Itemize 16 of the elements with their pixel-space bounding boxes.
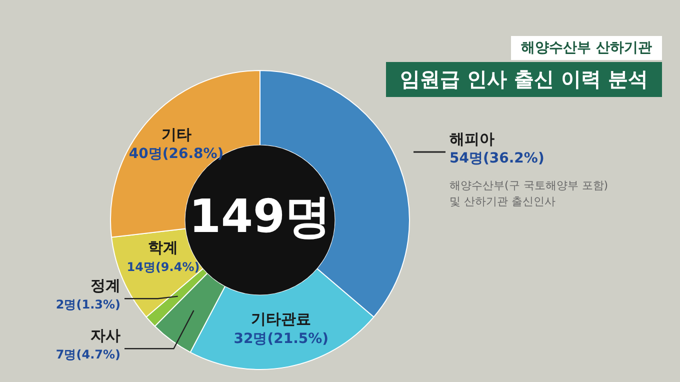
data-label: 7명(4.7%)	[56, 348, 120, 362]
slice-label: 학계	[148, 238, 178, 257]
text: 해양수산부 산하기관	[511, 36, 662, 60]
data-label: 2명(1.3%)	[56, 298, 120, 312]
data-label: 54명(36.2%)	[450, 150, 544, 167]
slice-label: 해피아	[450, 130, 494, 148]
text: 해양수산부(구 국토해양부 포함) 및 산하기관 출신인사	[450, 178, 608, 208]
slice-label: 기타	[161, 125, 192, 144]
chart-title: 임원급 인사 출신 이력 분석	[386, 62, 662, 97]
data-label: 32명(21.5%)	[234, 330, 329, 347]
data-label: 14명(9.4%)	[126, 260, 200, 274]
slice-label: 자사	[90, 326, 120, 344]
slice-label: 기타관료	[251, 310, 312, 328]
data-label: 40명(26.8%)	[128, 146, 224, 162]
text: 149명	[188, 188, 332, 243]
slice-label: 정계	[90, 276, 120, 294]
